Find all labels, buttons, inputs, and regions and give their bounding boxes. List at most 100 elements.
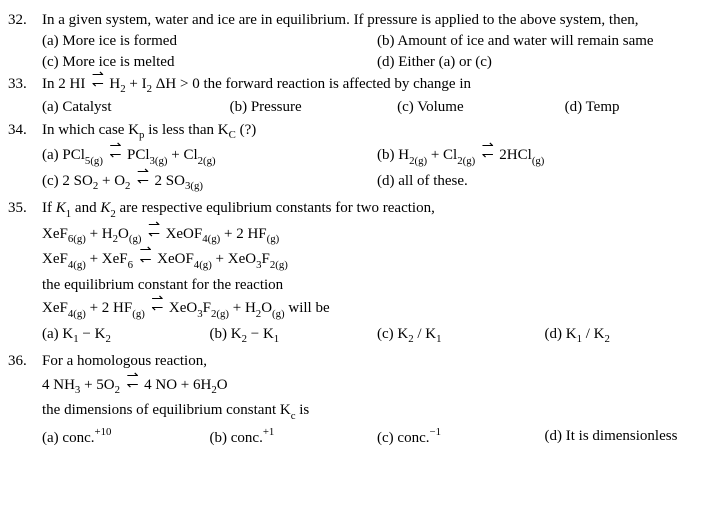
option-b: (b) K2 − K1: [210, 324, 378, 347]
options: (a) Catalyst (b) Pressure (c) Volume (d)…: [42, 97, 712, 117]
reactant: + H: [86, 226, 113, 242]
reactant: O: [118, 226, 129, 242]
reaction-2: XeF4(g) + XeF6 ⇀↽⇀ XeOF4(g) + XeO3F2(g): [42, 249, 712, 272]
opt-text: (a): [42, 430, 62, 446]
options: (a) conc.+10 (b) conc.+1 (c) conc.−1 (d)…: [42, 426, 712, 448]
opt-text: + O: [98, 173, 125, 189]
question-number: 33.: [8, 74, 42, 118]
reactant: + 2 HF: [86, 300, 132, 316]
opt-text: (c) 2 SO: [42, 173, 93, 189]
opt-text: − K: [79, 326, 106, 342]
reaction-3: XeF4(g) + 2 HF(g) ⇀↽⇀ XeO3F2(g) + H2O(g)…: [42, 298, 712, 321]
opt-text: / K: [582, 326, 605, 342]
option-c: (c) K2 / K1: [377, 324, 545, 347]
subscript: 2: [110, 208, 115, 220]
stem-text: (?): [236, 122, 256, 138]
subscript: 2: [120, 83, 125, 95]
question-number: 32.: [8, 10, 42, 72]
end-text: will be: [285, 300, 330, 316]
stem-text: In which case K: [42, 122, 139, 138]
equilibrium-arrow: ⇀↽⇀: [481, 145, 494, 165]
stem-dh: ΔH > 0 the forward reaction is affected …: [152, 76, 471, 92]
option-c: (c) conc.−1: [377, 426, 545, 448]
subscript: 1: [66, 208, 71, 220]
reactant: XeF: [42, 251, 68, 267]
question-stem: In 2 HI ⇀↽⇀ H2 + I2 ΔH > 0 the forward r…: [42, 74, 712, 97]
opt-text: − K: [247, 326, 274, 342]
subscript: 4(g): [68, 308, 86, 320]
subscript: 2: [93, 180, 98, 192]
eq-rhs2: + I: [126, 76, 147, 92]
question-number: 36.: [8, 351, 42, 451]
product: + H: [229, 300, 256, 316]
subscript: 3: [197, 308, 202, 320]
question-35: 35. If K1 and K2 are respective equlibri…: [8, 198, 712, 349]
question-stem: For a homologous reaction,: [42, 351, 712, 371]
option-a: (a) conc.+10: [42, 426, 210, 448]
opt-text: (b) K: [210, 326, 242, 342]
opt-text: 2 SO: [155, 173, 185, 189]
eq-rhs: H: [109, 76, 120, 92]
subscript: 2(g): [211, 308, 229, 320]
product: XeOF: [166, 226, 203, 242]
subscript: 5(g): [85, 155, 103, 167]
stem-line2: the dimensions of equilibrium constant K…: [42, 400, 712, 423]
equilibrium-arrow: ⇀↽⇀: [109, 145, 122, 165]
product: + 2 HF: [220, 226, 266, 242]
option-c: (c) Volume: [397, 97, 565, 117]
opt-text: 2HCl: [499, 147, 532, 163]
option-d: (d) Temp: [565, 97, 712, 117]
stem-text: In: [42, 76, 58, 92]
opt-text: (b) H: [377, 147, 409, 163]
subscript: 1: [73, 333, 78, 345]
options: (c) 2 SO2 + O2 ⇀↽⇀ 2 SO3(g) (d) all of t…: [42, 171, 712, 194]
reactant: XeF: [42, 300, 68, 316]
subscript: 1: [274, 333, 279, 345]
option-d: (d) Either (a) or (c): [377, 52, 712, 72]
arrow-bot: ↽: [137, 172, 149, 191]
subscript: 2(g): [457, 155, 475, 167]
equilibrium-arrow: ⇀↽⇀: [151, 298, 164, 318]
subscript: 2: [604, 333, 609, 345]
question-stem: If K1 and K2 are respective equlibrium c…: [42, 198, 712, 221]
subscript: (g): [267, 233, 280, 245]
mid-text: the equilibrium constant for the reactio…: [42, 275, 712, 295]
subscript: 2: [211, 384, 216, 396]
equilibrium-arrow: ⇀↽⇀: [91, 74, 104, 94]
opt-text: + Cl: [168, 147, 198, 163]
opt-text: + Cl: [427, 147, 457, 163]
subscript: (g): [532, 155, 545, 167]
option-a: (a) More ice is formed: [42, 31, 377, 51]
arrow-bot: ↽: [126, 376, 138, 395]
product: 4 NO + 6H: [144, 377, 211, 393]
opt-text: (a) K: [42, 326, 73, 342]
question-body: If K1 and K2 are respective equlibrium c…: [42, 198, 712, 349]
question-stem: In which case Kp is less than KC (?): [42, 120, 712, 143]
subscript: 2: [408, 333, 413, 345]
option-d: (d) It is dimensionless: [545, 426, 713, 448]
subscript: p: [139, 129, 144, 141]
arrow-bot: ↽: [140, 251, 152, 270]
arrow-bot: ↽: [151, 299, 163, 318]
equilibrium-arrow: ⇀↽⇀: [136, 171, 149, 191]
question-33: 33. In 2 HI ⇀↽⇀ H2 + I2 ΔH > 0 the forwa…: [8, 74, 712, 118]
product: XeOF: [157, 251, 194, 267]
question-34: 34. In which case Kp is less than KC (?)…: [8, 120, 712, 197]
product: + XeO: [212, 251, 256, 267]
arrow-bot: ↽: [92, 75, 104, 94]
conc: conc.: [62, 430, 94, 446]
equilibrium-arrow: ⇀↽⇀: [126, 375, 139, 395]
reactant: + 5O: [80, 377, 114, 393]
options: (a) More ice is formed (b) Amount of ice…: [42, 31, 712, 72]
stem-text: is: [296, 402, 310, 418]
opt-text: (a) PCl: [42, 147, 85, 163]
superscript: −1: [429, 426, 441, 438]
reactant: 4 NH: [42, 377, 75, 393]
product: F: [203, 300, 211, 316]
subscript: 3: [256, 259, 261, 271]
subscript: 3(g): [150, 155, 168, 167]
subscript: 4(g): [194, 259, 212, 271]
subscript: 2: [256, 308, 261, 320]
product: XeO: [169, 300, 197, 316]
reactant: XeF: [42, 226, 68, 242]
